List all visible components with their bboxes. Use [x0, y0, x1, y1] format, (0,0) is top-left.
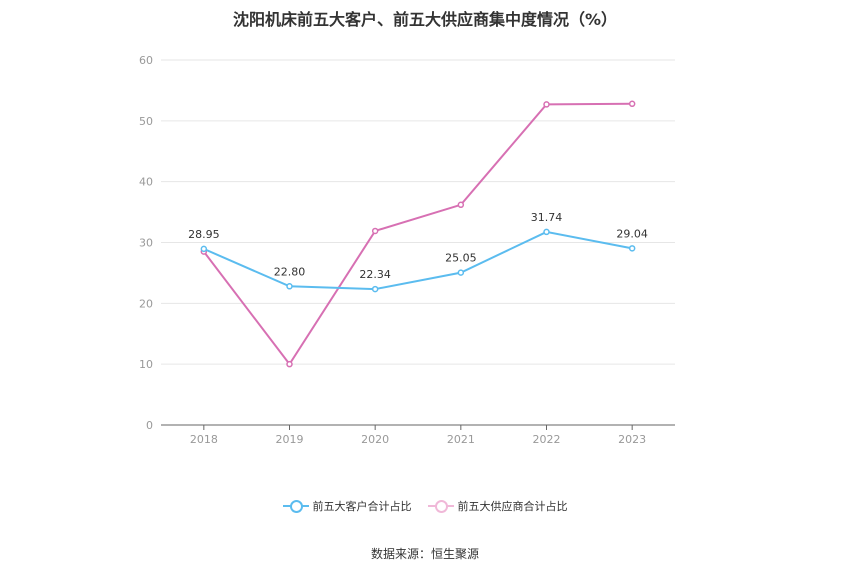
data-source: 数据来源：恒生聚源	[370, 547, 479, 561]
x-tick-label: 2022	[533, 433, 561, 446]
data-point[interactable]	[543, 101, 550, 108]
data-label: 22.80	[274, 265, 306, 278]
legend: 前五大客户合计占比 前五大供应商合计占比	[0, 498, 850, 514]
y-tick-label: 10	[139, 358, 153, 371]
data-point[interactable]	[628, 100, 636, 108]
legend-item-customers[interactable]: 前五大客户合计占比	[282, 498, 412, 514]
data-point[interactable]	[628, 245, 636, 252]
gridlines	[161, 59, 675, 365]
data-point[interactable]	[457, 269, 465, 276]
legend-marker-customers	[282, 499, 309, 513]
data-point[interactable]	[200, 245, 208, 253]
data-label: 25.05	[445, 252, 477, 265]
data-point[interactable]	[457, 201, 465, 209]
x-tick-label: 2018	[190, 433, 218, 446]
data-labels: 28.95 22.80 22.34 25.05 31.74 29.04	[188, 211, 648, 281]
y-tick-label: 40	[139, 176, 153, 189]
legend-marker-suppliers	[427, 499, 454, 513]
y-tick-label: 20	[139, 297, 153, 310]
series-line-0	[203, 230, 633, 291]
series-layer	[200, 100, 636, 368]
chart-title: 沈阳机床前五大客户、前五大供应商集中度情况（%）	[232, 10, 618, 29]
legend-label-suppliers: 前五大供应商合计占比	[457, 500, 568, 513]
y-tick-label: 0	[146, 419, 153, 432]
data-point[interactable]	[543, 228, 550, 236]
x-axis: 2018 2019 2020 2021 2022 2023	[161, 424, 675, 446]
data-point[interactable]	[371, 285, 379, 293]
data-point[interactable]	[286, 360, 293, 368]
y-tick-label: 60	[139, 54, 153, 67]
legend-label-customers: 前五大客户合计占比	[312, 500, 412, 513]
x-tick-label: 2021	[447, 433, 475, 446]
y-axis: 0 10 20 30 40 50 60	[139, 54, 153, 432]
data-label: 29.04	[616, 227, 648, 240]
data-point[interactable]	[286, 283, 293, 290]
y-tick-label: 50	[139, 115, 153, 128]
x-tick-label: 2023	[618, 433, 646, 446]
data-label: 22.34	[359, 268, 391, 281]
legend-item-suppliers[interactable]: 前五大供应商合计占比	[427, 498, 568, 514]
x-tick-label: 2020	[361, 433, 389, 446]
data-label: 28.95	[188, 228, 220, 241]
series-line-1	[203, 102, 633, 366]
data-label: 31.74	[531, 211, 563, 224]
x-tick-label: 2019	[276, 433, 304, 446]
data-point[interactable]	[371, 227, 379, 235]
y-tick-label: 30	[139, 237, 153, 250]
